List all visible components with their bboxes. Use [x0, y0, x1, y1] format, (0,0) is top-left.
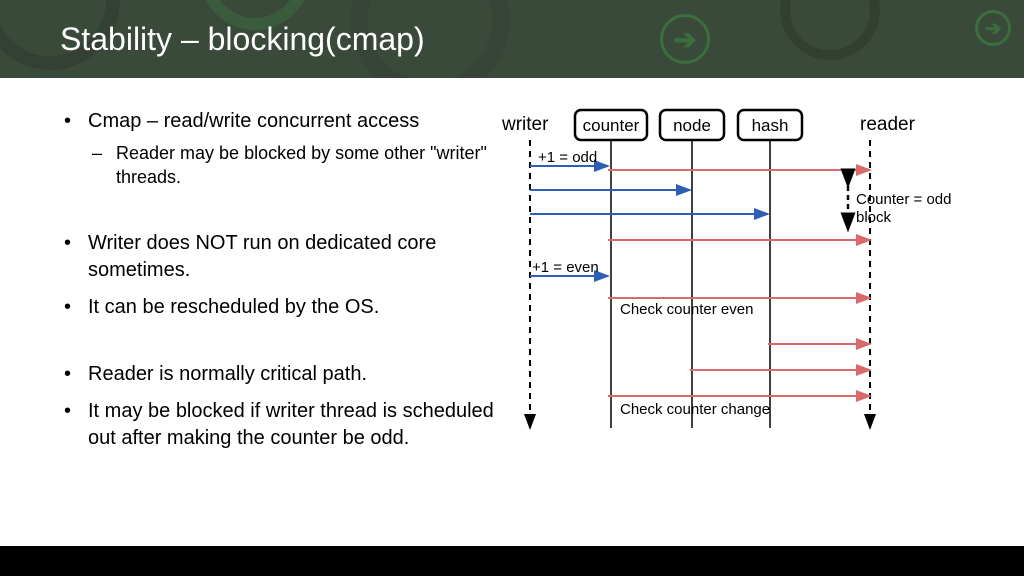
svg-text:+1 = odd: +1 = odd [538, 149, 597, 166]
bullet-item: It may be blocked if writer thread is sc… [60, 398, 500, 452]
sub-bullet-item: Reader may be blocked by some other "wri… [88, 141, 500, 190]
svg-text:+1 = even: +1 = even [532, 259, 599, 276]
bullet-item: Reader is normally critical path. [60, 361, 500, 388]
svg-text:Check counter even: Check counter even [620, 301, 753, 318]
svg-text:writer: writer [501, 114, 549, 135]
svg-text:Check counter change: Check counter change [620, 401, 770, 418]
bullet-item: Writer does NOT run on dedicated core so… [60, 230, 500, 284]
slide-body: Cmap – read/write concurrent accessReade… [0, 78, 1024, 462]
slide-header: ➔ ➔ Stability – blocking(cmap) [0, 0, 1024, 78]
bullet-item: It can be rescheduled by the OS. [60, 294, 500, 321]
slide-footer [0, 546, 1024, 576]
slide-title: Stability – blocking(cmap) [60, 21, 425, 58]
svg-text:counter: counter [583, 116, 640, 135]
bullet-column: Cmap – read/write concurrent accessReade… [60, 108, 500, 462]
svg-text:hash: hash [752, 116, 789, 135]
svg-text:node: node [673, 116, 711, 135]
sequence-diagram: writer reader counter node hash +1 = odd +1 = … [500, 108, 980, 438]
bullet-item: Cmap – read/write concurrent accessReade… [60, 108, 500, 190]
svg-text:reader: reader [860, 114, 916, 135]
svg-text:block: block [856, 209, 892, 226]
svg-text:Counter = odd: Counter = odd [856, 191, 952, 208]
